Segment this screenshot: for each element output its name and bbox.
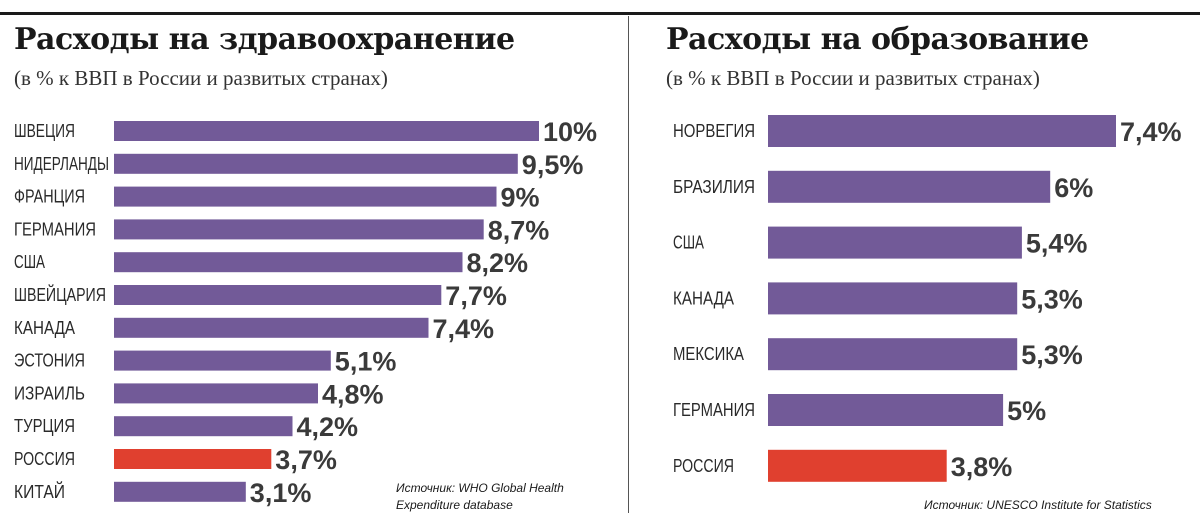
education-category-label-item-6: ГЕРМАНИЯ <box>673 400 755 420</box>
health-bar-item-2 <box>114 153 518 174</box>
health-category-label-item-1: ШВЕЦИЯ <box>14 121 75 141</box>
health-value-label-item-10: 4,2% <box>297 412 359 442</box>
health-bar-item-10 <box>114 416 293 437</box>
health-category-label-item-12: КИТАЙ <box>14 481 65 502</box>
health-bar-item-4 <box>114 219 484 240</box>
education-bar-item-6 <box>768 394 1004 426</box>
education-bar-item-5 <box>768 338 1018 371</box>
education-category-label-item-3: США <box>673 233 704 253</box>
health-category-label-item-4: ГЕРМАНИЯ <box>14 219 96 239</box>
education-category-label-item-1: НОРВЕГИЯ <box>673 121 755 141</box>
health-bar-item-8 <box>114 350 331 371</box>
education-bar-item-3 <box>768 226 1022 259</box>
education-value-label-item-4: 5,3% <box>1021 284 1083 314</box>
health-value-label-item-3: 9% <box>501 183 540 213</box>
health-value-label-item-5: 8,2% <box>467 248 529 278</box>
health-chart-subtitle: (в % к ВВП в России и развитых странах) <box>14 66 388 90</box>
health-category-label-item-6: ШВЕЙЦАРИЯ <box>14 284 106 305</box>
education-category-label-item-5: МЕКСИКА <box>673 344 744 364</box>
education-value-label-item-3: 5,4% <box>1026 229 1088 259</box>
health-category-label-item-3: ФРАНЦИЯ <box>14 187 85 207</box>
health-bar-item-1 <box>114 121 539 141</box>
health-source-line-1: Источник: WHO Global Health <box>396 481 564 495</box>
health-bar-item-6 <box>114 285 442 305</box>
health-bar-item-5 <box>114 252 463 273</box>
education-category-label-item-4: КАНАДА <box>673 288 734 308</box>
health-bar-chart: ШВЕЦИЯ 10% НИДЕРЛАНДЫ 9,5% ФРАНЦИЯ 9% ГЕРМАНИЯ… <box>14 117 597 508</box>
health-category-label-item-5: США <box>14 252 45 272</box>
education-category-label-item-2: БРАЗИЛИЯ <box>673 177 755 197</box>
education-chart-title: Расходы на образование <box>666 22 1089 57</box>
health-category-label-item-10: ТУРЦИЯ <box>14 416 75 436</box>
health-value-label-item-8: 5,1% <box>335 347 397 377</box>
education-value-label-item-1: 7,4% <box>1120 117 1182 147</box>
education-value-label-item-5: 5,3% <box>1021 340 1083 370</box>
education-chart-panel: Расходы на образование (в % к ВВП в Росс… <box>629 0 1200 529</box>
panel-divider <box>628 16 629 513</box>
education-source-note: Источник: UNESCO Institute for Statistic… <box>924 498 1152 512</box>
health-value-label-item-7: 7,4% <box>433 314 495 344</box>
health-value-label-item-4: 8,7% <box>488 215 550 245</box>
health-bar-item-9 <box>114 383 318 404</box>
health-value-label-item-9: 4,8% <box>322 379 384 409</box>
health-bar-item-12 <box>114 481 246 502</box>
health-category-label-item-2: НИДЕРЛАНДЫ <box>14 154 109 174</box>
education-bar-item-7 <box>768 449 947 482</box>
health-category-label-item-7: КАНАДА <box>14 318 75 338</box>
education-bar-item-4 <box>768 282 1018 315</box>
health-bar-item-3 <box>114 186 497 207</box>
health-category-label-item-8: ЭСТОНИЯ <box>14 351 85 371</box>
health-chart-title: Расходы на здравоохранение <box>14 22 515 57</box>
health-value-label-item-12: 3,1% <box>250 478 312 508</box>
health-category-label-item-11: РОССИЯ <box>14 449 75 469</box>
health-value-label-item-2: 9,5% <box>522 150 584 180</box>
top-rule <box>0 12 1200 15</box>
health-chart-panel: Расходы на здравоохранение (в % к ВВП в … <box>14 22 597 514</box>
education-value-label-item-6: 5% <box>1007 396 1046 426</box>
health-source-note: Источник: WHO Global Health Expenditure … <box>396 480 564 514</box>
health-category-label-item-9: ИЗРАИЛЬ <box>14 383 85 403</box>
health-bar-item-11 <box>114 449 272 469</box>
education-category-label-item-7: РОССИЯ <box>673 456 734 476</box>
education-value-label-item-2: 6% <box>1054 173 1093 203</box>
education-bar-item-2 <box>768 170 1051 203</box>
education-bar-item-1 <box>768 115 1116 147</box>
health-value-label-item-11: 3,7% <box>275 445 337 475</box>
education-value-label-item-7: 3,8% <box>951 452 1013 482</box>
education-chart-subtitle: (в % к ВВП в России и развитых странах) <box>666 66 1040 90</box>
health-value-label-item-6: 7,7% <box>445 281 507 311</box>
health-value-label-item-1: 10% <box>543 117 597 147</box>
education-bar-chart: НОРВЕГИЯ 7,4% БРАЗИЛИЯ 6% США 5,4% КАНАДА 5,3% М… <box>673 115 1182 482</box>
health-bar-item-7 <box>114 317 429 338</box>
health-source-line-2: Expenditure database <box>396 498 513 512</box>
